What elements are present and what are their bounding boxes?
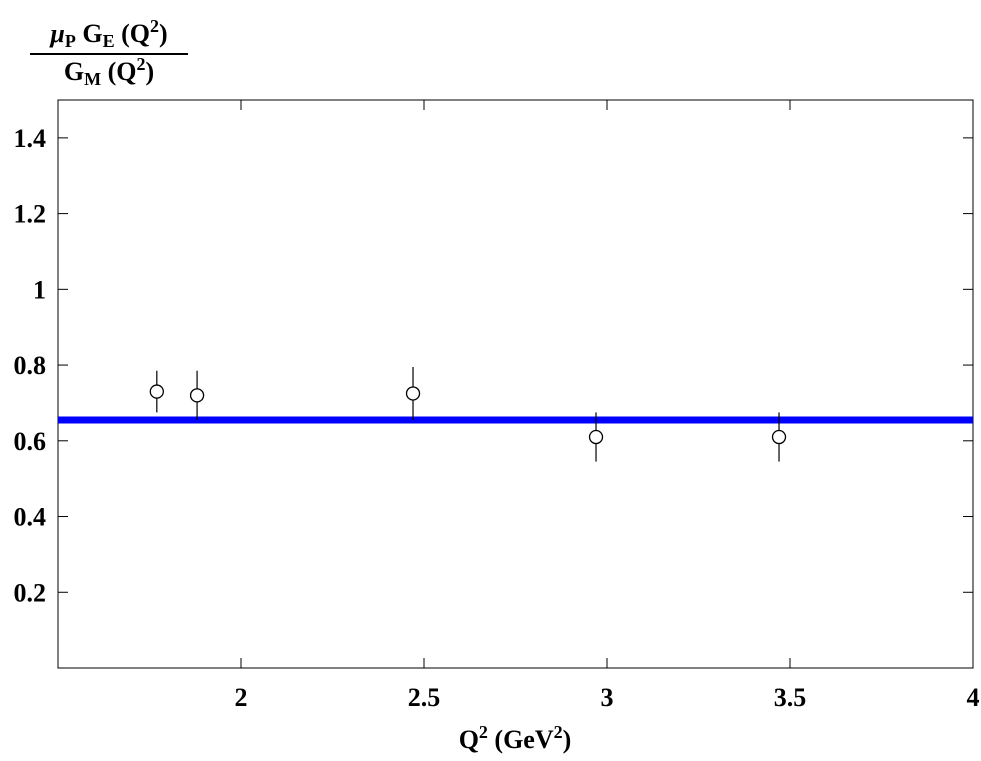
y-tick-label: 1 xyxy=(33,275,46,304)
x-tick-label: 2 xyxy=(235,683,248,712)
data-point xyxy=(588,429,604,445)
label-part: (GeV xyxy=(488,725,554,754)
y-tick-label: 1.2 xyxy=(14,200,47,229)
label-part: Q xyxy=(459,725,479,754)
label-part: ) xyxy=(145,57,154,86)
label-part: ) xyxy=(159,19,168,48)
y-label-denominator: GM (Q2) xyxy=(64,54,154,89)
plot-frame xyxy=(57,99,974,669)
x-tick-label: 4 xyxy=(967,683,980,712)
x-tick-label: 3 xyxy=(601,683,614,712)
label-part: M xyxy=(84,69,101,89)
data-point xyxy=(189,388,205,403)
x-label: Q2 (GeV2) xyxy=(459,722,572,754)
y-tick-label: 0.2 xyxy=(14,578,47,607)
label-part: ) xyxy=(563,725,572,754)
label-part: G xyxy=(64,57,84,86)
label-part: G xyxy=(76,19,103,48)
label-part: E xyxy=(103,31,115,51)
x-tick-label: 2.5 xyxy=(408,683,441,712)
label-part: 2 xyxy=(150,16,159,36)
label-part: μ xyxy=(48,19,64,48)
x-tick-label: 3.5 xyxy=(774,683,807,712)
y-tick-label: 0.6 xyxy=(14,427,47,456)
label-part: 2 xyxy=(554,722,563,742)
label-part: 2 xyxy=(136,54,145,74)
label-part: (Q xyxy=(115,19,150,48)
data-point xyxy=(149,384,164,399)
y-tick-label: 0.8 xyxy=(14,351,47,380)
y-tick-label: 1.4 xyxy=(14,124,47,153)
y-label-numerator: μP GE (Q2) xyxy=(48,16,167,51)
label-part: (Q xyxy=(101,57,136,86)
label-part: P xyxy=(65,31,76,51)
y-tick-label: 0.4 xyxy=(14,503,47,532)
data-point xyxy=(405,386,421,401)
label-part: 2 xyxy=(479,722,488,742)
data-point xyxy=(771,429,787,445)
